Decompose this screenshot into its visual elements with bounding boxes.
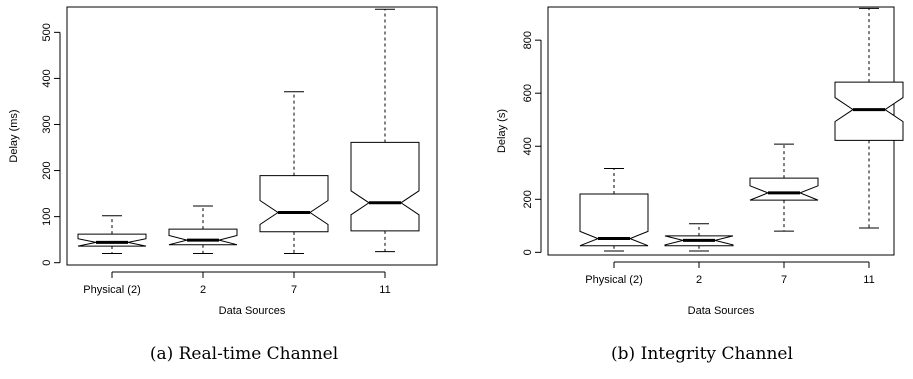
y-tick-label: 0 <box>522 249 534 255</box>
y-tick-label: 400 <box>522 137 534 155</box>
x-tick-label: 7 <box>291 284 297 296</box>
box-11 <box>350 8 420 253</box>
iqr-box <box>749 177 819 201</box>
y-tick-label: 300 <box>41 115 53 133</box>
y-tick-label: 100 <box>41 207 53 225</box>
panel-caption: (b) Integrity Channel <box>611 344 793 364</box>
iqr-box <box>579 193 649 247</box>
y-tick-label: 600 <box>522 84 534 102</box>
x-axis: Physical (2) 2 7 11 <box>585 261 875 286</box>
iqr-box <box>350 141 420 232</box>
x-tick-label: Physical (2) <box>585 274 642 286</box>
box-7 <box>749 143 819 232</box>
chart-panel-realtime: 0 100 200 300 400 500 Physical (2) 2 7 11 Delay … <box>8 6 438 364</box>
box-11 <box>834 7 904 229</box>
box-2 <box>168 205 238 254</box>
y-axis-label: Delay (s) <box>496 109 508 153</box>
x-tick-label: Physical (2) <box>83 284 140 296</box>
plot-frame <box>66 6 438 266</box>
y-tick-label: 200 <box>41 161 53 179</box>
iqr-box <box>834 81 904 141</box>
iqr-box <box>259 175 329 233</box>
x-tick-label: 11 <box>379 284 390 296</box>
x-tick-label: 11 <box>863 274 874 286</box>
y-tick-label: 400 <box>41 69 53 87</box>
iqr-box <box>168 228 238 246</box>
box-7 <box>259 91 329 254</box>
x-tick-label: 2 <box>696 274 702 286</box>
x-tick-label: 2 <box>200 284 206 296</box>
y-tick-label: 0 <box>41 260 53 266</box>
box-Physical (2) <box>579 168 649 252</box>
chart-panel-integrity: 0 200 400 600 800 Physical (2) 2 7 11 Delay (s)… <box>496 6 904 364</box>
x-tick-label: 7 <box>781 274 787 286</box>
x-axis-label: Data Sources <box>688 305 755 317</box>
box-2 <box>664 223 734 252</box>
y-axis: 0 100 200 300 400 500 <box>41 23 61 266</box>
y-tick-label: 500 <box>41 23 53 41</box>
y-axis-label: Delay (ms) <box>8 109 20 162</box>
y-tick-label: 200 <box>522 190 534 208</box>
box-series <box>77 8 420 254</box>
x-axis-label: Data Sources <box>219 305 286 317</box>
box-series <box>579 7 904 252</box>
panel-caption: (a) Real-time Channel <box>150 344 338 364</box>
box-Physical (2) <box>77 215 147 254</box>
iqr-box <box>77 233 147 247</box>
y-axis: 0 200 400 600 800 <box>522 31 542 255</box>
x-axis: Physical (2) 2 7 11 <box>83 271 391 296</box>
y-tick-label: 800 <box>522 31 534 49</box>
